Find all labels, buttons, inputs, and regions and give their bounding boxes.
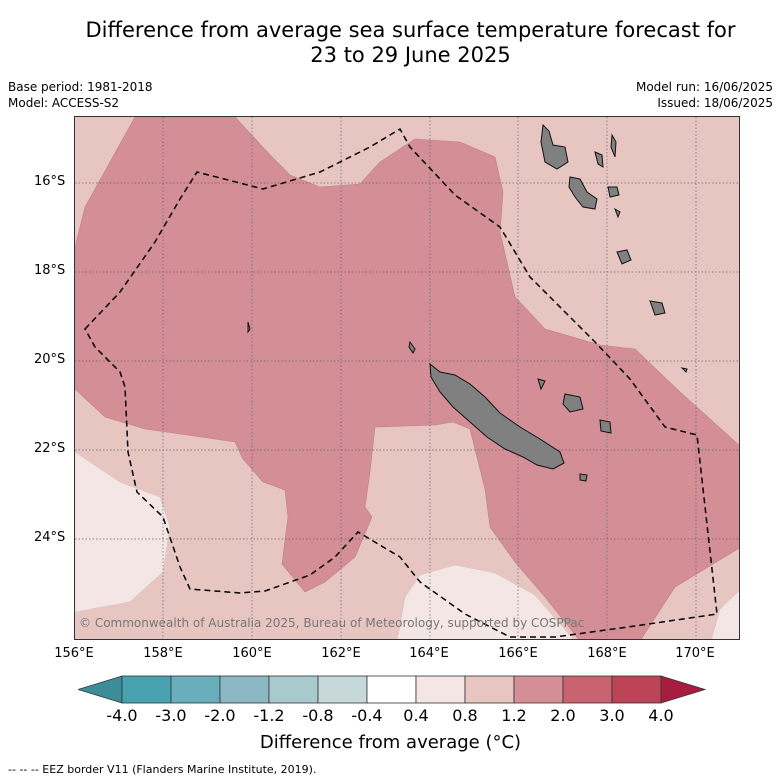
colorbar-tick: 4.0: [648, 706, 674, 725]
left-metadata: Base period: 1981-2018 Model: ACCESS-S2: [8, 79, 153, 111]
issued-date: Issued: 18/06/2025: [657, 96, 773, 110]
vanuatu-island-small: [614, 207, 621, 219]
colorbar-tick: 1.2: [501, 706, 527, 725]
colorbar: [76, 675, 707, 709]
colorbar-swatch: [513, 675, 564, 704]
colorbar-tick: -0.8: [302, 706, 334, 725]
lon-label: 158°E: [143, 646, 183, 661]
title-line-1: Difference from average sea surface temp…: [85, 18, 736, 42]
land-masses: [247, 123, 688, 482]
chesterfield-island: [247, 321, 251, 334]
lon-label: 168°E: [587, 646, 627, 661]
title-line-2: 23 to 29 June 2025: [310, 43, 511, 67]
colorbar-label: Difference from average (°C): [259, 732, 522, 753]
colorbar-swatch: [464, 675, 515, 704]
vanuatu-efate: [616, 249, 632, 265]
vanuatu-tanna: [649, 300, 666, 316]
map-gridlines: [75, 117, 739, 639]
colorbar-swatch: [268, 675, 319, 704]
sst-anomaly-map[interactable]: © Commonwealth of Australia 2025, Bureau…: [74, 116, 740, 640]
chart-title: Difference from average sea surface temp…: [0, 18, 781, 68]
lon-label: 170°E: [675, 646, 715, 661]
vanuatu-island-4: [610, 133, 617, 158]
loyalty-lifou: [562, 393, 584, 413]
lon-label: 162°E: [321, 646, 361, 661]
colorbar-swatch: [170, 675, 221, 704]
colorbar-high-extension: [660, 675, 707, 704]
lon-label: 160°E: [232, 646, 272, 661]
colorbar-swatch: [611, 675, 662, 704]
model-run: Model run: 16/06/2025: [635, 80, 773, 94]
colorbar-tick: -4.0: [106, 706, 138, 725]
lat-label: 20°S: [34, 352, 66, 367]
colorbar-swatch: [415, 675, 466, 704]
loyalty-ouvea: [537, 378, 546, 391]
colorbar-tick: 0.4: [403, 706, 429, 725]
lon-label: 156°E: [54, 646, 94, 661]
colorbar-tick: 2.0: [550, 706, 576, 725]
lon-label: 166°E: [498, 646, 538, 661]
colorbar-swatch: [121, 675, 172, 704]
eez-legend-note: -- -- -- EEZ border V11 (Flanders Marine…: [8, 763, 317, 776]
colorbar-tick: -1.2: [253, 706, 285, 725]
colorbar-tick: -3.0: [155, 706, 187, 725]
colorbar-swatch: [366, 675, 417, 704]
colorbar-swatch: [317, 675, 368, 704]
anomaly-region-0.4-0.8-south: [397, 564, 574, 639]
colorbar-tick: 3.0: [599, 706, 625, 725]
anomaly-region-0.4-0.8-southeast: [711, 590, 739, 639]
vanuatu-island-2: [568, 176, 598, 210]
colorbar-tick: -2.0: [204, 706, 236, 725]
colorbar-low-extension: [76, 675, 123, 704]
new-caledonia-island: [429, 362, 565, 470]
right-metadata: Model run: 16/06/2025 Issued: 18/06/2025: [636, 79, 773, 111]
colorbar-graphic: [76, 675, 707, 704]
isle-of-pines: [579, 473, 588, 482]
colorbar-swatch: [562, 675, 613, 704]
copyright-notice: © Commonwealth of Australia 2025, Bureau…: [79, 616, 585, 630]
lon-label: 164°E: [409, 646, 449, 661]
colorbar-tick: -0.4: [351, 706, 383, 725]
eez-border: [84, 127, 718, 638]
anomaly-region-0.4-0.8-west: [75, 451, 171, 613]
loyalty-mare: [599, 419, 612, 434]
base-period: Base period: 1981-2018: [8, 80, 153, 94]
lat-label: 22°S: [34, 441, 66, 456]
matthew-island: [680, 367, 688, 373]
map-canvas: [75, 117, 739, 639]
lat-label: 24°S: [34, 530, 66, 545]
lat-label: 18°S: [34, 263, 66, 278]
vanuatu-island-3: [594, 151, 604, 168]
anomaly-region-1.2-2.0: [75, 117, 739, 639]
lat-label: 16°S: [34, 174, 66, 189]
vanuatu-espiritu-santo: [540, 123, 569, 170]
colorbar-swatch: [219, 675, 270, 704]
model-name: Model: ACCESS-S2: [8, 96, 120, 110]
colorbar-tick: 0.8: [452, 706, 478, 725]
belep-islands: [408, 340, 416, 354]
vanuatu-island-5: [607, 186, 620, 198]
